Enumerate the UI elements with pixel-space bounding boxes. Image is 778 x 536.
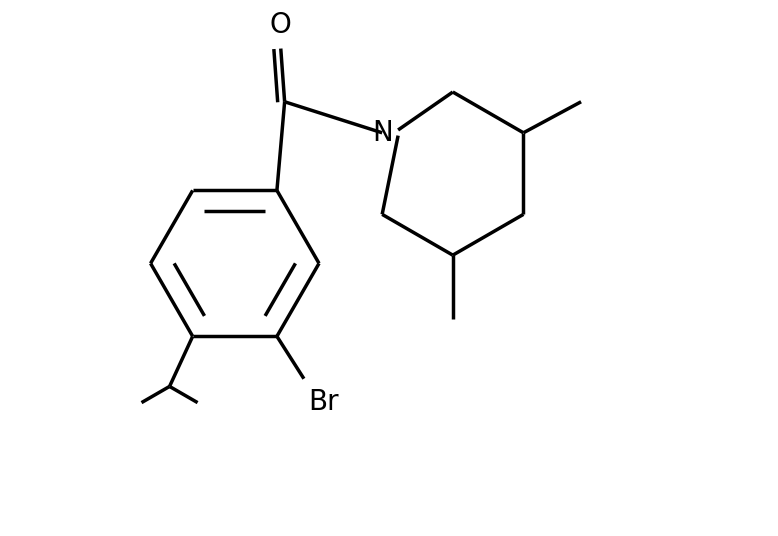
Text: Br: Br xyxy=(308,388,338,416)
Text: N: N xyxy=(372,119,393,147)
Text: O: O xyxy=(270,11,292,39)
